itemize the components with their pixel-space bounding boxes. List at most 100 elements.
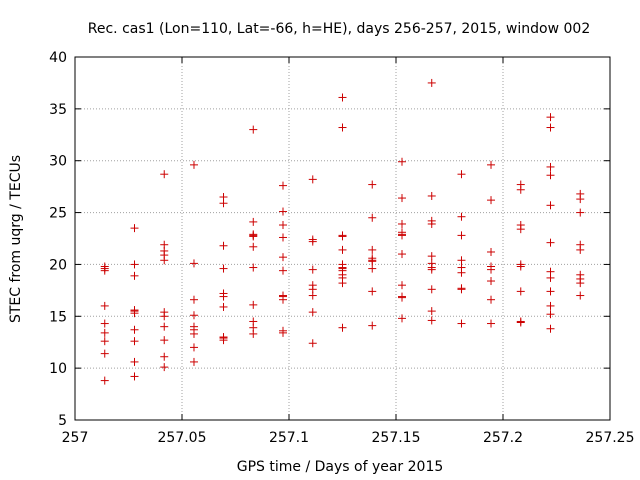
data-point-marker bbox=[130, 337, 139, 346]
data-point-marker bbox=[457, 170, 466, 179]
data-point-marker bbox=[576, 270, 585, 279]
data-point-marker bbox=[189, 322, 198, 331]
data-point-marker bbox=[368, 264, 377, 273]
data-point-marker bbox=[546, 113, 555, 122]
data-point-marker bbox=[160, 240, 169, 249]
data-point-marker bbox=[397, 219, 406, 228]
x-tick-label: 257.2 bbox=[483, 430, 523, 446]
data-point-marker bbox=[427, 285, 436, 294]
data-point-marker bbox=[308, 339, 317, 348]
data-point-marker bbox=[279, 221, 288, 230]
data-point-marker bbox=[219, 292, 228, 301]
data-point-marker bbox=[516, 317, 525, 326]
data-point-marker bbox=[249, 232, 258, 241]
data-point-marker bbox=[130, 325, 139, 334]
data-point-marker bbox=[249, 217, 258, 226]
data-point-marker bbox=[100, 328, 109, 337]
data-point-marker bbox=[576, 189, 585, 198]
data-point-marker bbox=[249, 125, 258, 134]
data-point-marker bbox=[189, 343, 198, 352]
data-point-marker bbox=[516, 260, 525, 269]
data-point-marker bbox=[427, 78, 436, 87]
data-point-marker bbox=[189, 357, 198, 366]
data-point-marker bbox=[576, 240, 585, 249]
data-point-marker bbox=[100, 349, 109, 358]
data-point-marker bbox=[160, 336, 169, 345]
data-point-marker bbox=[130, 224, 139, 233]
data-point-marker bbox=[397, 157, 406, 166]
data-point-marker bbox=[546, 267, 555, 276]
data-point-marker bbox=[516, 287, 525, 296]
chart-title: Rec. cas1 (Lon=110, Lat=-66, h=HE), days… bbox=[88, 21, 590, 37]
data-point-marker bbox=[160, 170, 169, 179]
data-point-marker bbox=[368, 180, 377, 189]
data-point-marker bbox=[189, 160, 198, 169]
data-point-marker bbox=[576, 291, 585, 300]
y-tick-label: 10 bbox=[49, 361, 67, 377]
data-point-marker bbox=[516, 180, 525, 189]
data-point-marker bbox=[457, 263, 466, 272]
data-point-marker bbox=[279, 207, 288, 216]
data-point-marker bbox=[130, 260, 139, 269]
data-point-marker bbox=[397, 231, 406, 240]
data-point-marker bbox=[457, 284, 466, 293]
data-point-marker bbox=[338, 264, 347, 273]
data-point-marker bbox=[546, 301, 555, 310]
data-point-marker bbox=[308, 175, 317, 184]
data-point-marker bbox=[487, 160, 496, 169]
data-point-marker bbox=[279, 181, 288, 190]
data-point-marker bbox=[279, 326, 288, 335]
data-point-marker bbox=[249, 263, 258, 272]
data-point-marker bbox=[219, 264, 228, 273]
data-point-marker bbox=[368, 256, 377, 265]
data-point-marker bbox=[189, 295, 198, 304]
y-tick-label: 15 bbox=[49, 309, 67, 325]
data-point-marker bbox=[100, 376, 109, 385]
data-point-marker bbox=[368, 287, 377, 296]
y-tick-label: 35 bbox=[49, 102, 67, 118]
y-tick-label: 5 bbox=[58, 413, 67, 429]
data-point-marker bbox=[487, 295, 496, 304]
data-point-marker bbox=[308, 265, 317, 274]
data-point-marker bbox=[427, 252, 436, 261]
data-point-marker bbox=[249, 242, 258, 251]
data-point-marker bbox=[368, 321, 377, 330]
data-point-marker bbox=[338, 123, 347, 132]
data-point-marker bbox=[576, 208, 585, 217]
data-point-marker bbox=[546, 162, 555, 171]
data-point-marker bbox=[219, 302, 228, 311]
data-point-marker bbox=[457, 256, 466, 265]
data-point-marker bbox=[308, 281, 317, 290]
data-point-marker bbox=[487, 247, 496, 256]
x-axis-label: GPS time / Days of year 2015 bbox=[237, 459, 444, 475]
x-tick-label: 257 bbox=[62, 430, 89, 446]
data-point-marker bbox=[546, 238, 555, 247]
data-point-marker bbox=[219, 193, 228, 202]
data-point-marker bbox=[427, 216, 436, 225]
data-point-marker bbox=[160, 363, 169, 372]
data-point-marker bbox=[130, 307, 139, 316]
data-point-marker bbox=[130, 372, 139, 381]
data-point-marker bbox=[546, 287, 555, 296]
data-point-marker bbox=[397, 314, 406, 323]
data-point-marker bbox=[279, 266, 288, 275]
data-point-marker bbox=[249, 317, 258, 326]
data-point-marker bbox=[368, 245, 377, 254]
y-axis-label: STEC from uqrg / TECUs bbox=[8, 155, 24, 323]
data-point-marker bbox=[457, 319, 466, 328]
data-point-marker bbox=[130, 271, 139, 280]
data-point-marker bbox=[160, 352, 169, 361]
data-point-marker bbox=[546, 123, 555, 132]
data-point-marker bbox=[397, 281, 406, 290]
y-tick-label: 20 bbox=[49, 257, 67, 273]
data-point-marker bbox=[397, 292, 406, 301]
data-point-marker bbox=[189, 259, 198, 268]
data-point-marker bbox=[427, 307, 436, 316]
data-point-marker bbox=[338, 231, 347, 240]
data-point-marker bbox=[427, 316, 436, 325]
data-point-marker bbox=[546, 201, 555, 210]
data-point-marker bbox=[546, 310, 555, 319]
data-point-marker bbox=[397, 194, 406, 203]
